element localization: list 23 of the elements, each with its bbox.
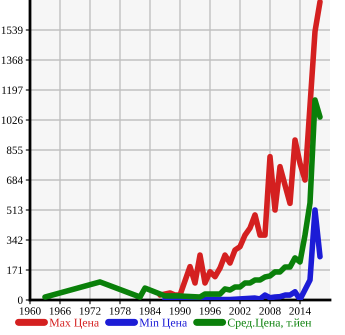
y-tick-label: 342 bbox=[6, 236, 22, 244]
x-tick-label: 1996 bbox=[200, 307, 221, 315]
legend-label: Max Цена bbox=[50, 318, 99, 329]
x-tick-label: 2008 bbox=[259, 307, 281, 315]
legend-label: Min Цена bbox=[140, 318, 188, 329]
x-tick-label: 1960 bbox=[20, 307, 41, 315]
x-tick-label: 2014 bbox=[289, 307, 311, 315]
x-tick-label: 2002 bbox=[229, 307, 250, 315]
x-tick-label: 1990 bbox=[170, 307, 191, 315]
y-tick-label: 0 bbox=[18, 296, 23, 304]
legend-label: Сред.Цена, т.йен bbox=[228, 318, 312, 329]
y-tick-label: 855 bbox=[6, 146, 23, 154]
y-tick-label: 1368 bbox=[2, 56, 23, 64]
y-tick-label: 1026 bbox=[2, 116, 23, 124]
x-tick-label: 1984 bbox=[140, 307, 161, 315]
y-tick-label: 1539 bbox=[2, 26, 23, 34]
x-tick-label: 1972 bbox=[80, 307, 100, 315]
y-tick-label: 171 bbox=[7, 266, 22, 274]
y-tick-label: 1197 bbox=[2, 86, 23, 94]
x-tick-label: 1966 bbox=[50, 307, 71, 315]
y-tick-label: 684 bbox=[6, 176, 23, 184]
y-tick-label: 513 bbox=[7, 206, 23, 214]
x-tick-label: 1978 bbox=[110, 307, 131, 315]
